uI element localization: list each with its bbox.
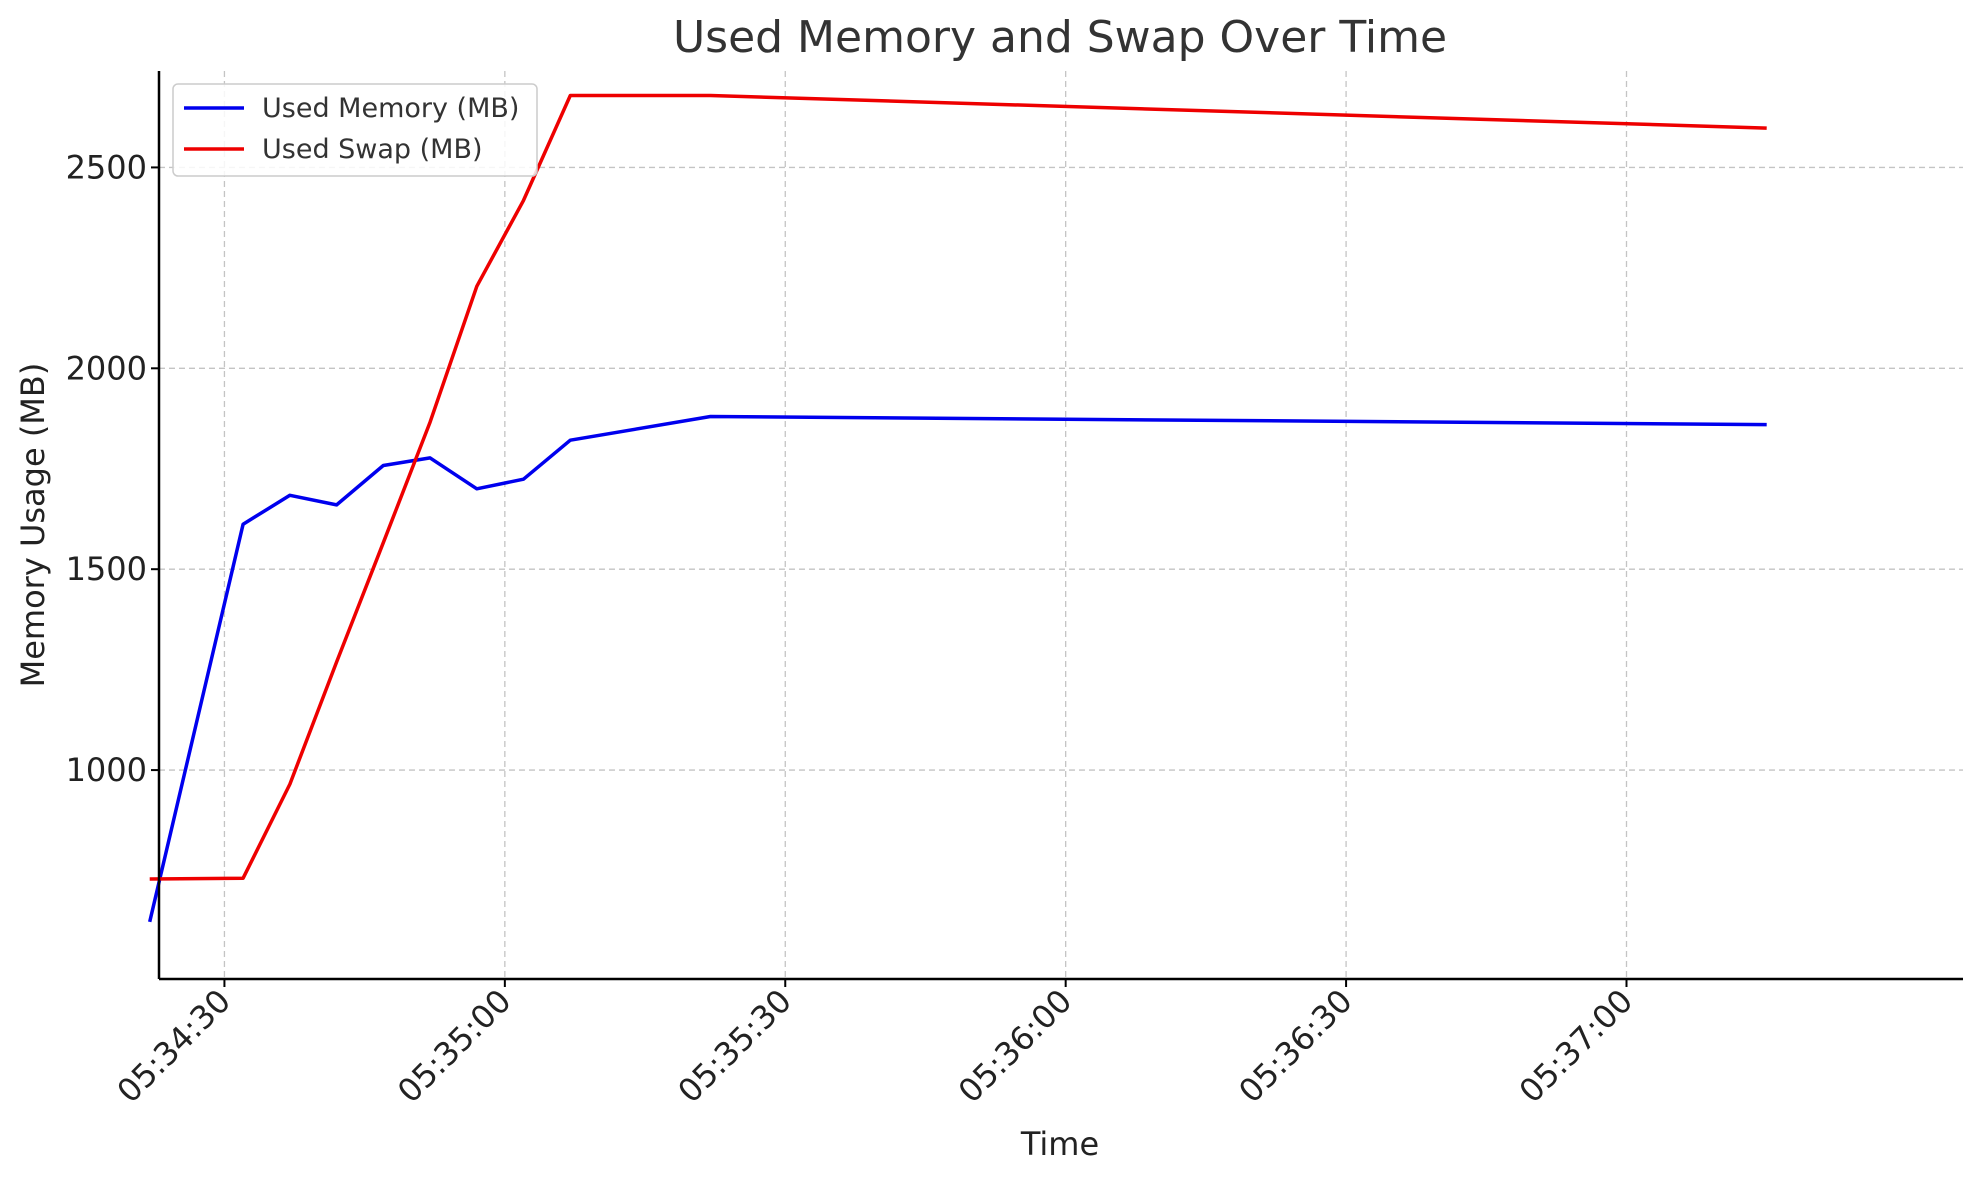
y-tick-label: 1500 [66, 550, 147, 588]
y-axis-ticks: 1000 1500 2000 2500 [66, 148, 159, 789]
legend-box [172, 83, 538, 177]
series-line-used-swap [149, 93, 1767, 881]
y-tick-label: 2000 [66, 349, 147, 387]
y-axis-label: Memory Usage (MB) [14, 363, 52, 688]
y-tick-label: 2500 [66, 148, 147, 186]
legend-label-used-swap: Used Swap (MB) [262, 134, 483, 165]
x-axis-label: Time [1020, 1125, 1099, 1163]
legend: Used Memory (MB) Used Swap (MB) [172, 83, 538, 177]
series-line-used-memory [147, 414, 1767, 923]
chart-title: Used Memory and Swap Over Time [673, 12, 1447, 63]
legend-label-used-memory: Used Memory (MB) [262, 93, 519, 124]
y-tick-label: 1000 [66, 751, 147, 789]
series-lines [147, 93, 1767, 923]
